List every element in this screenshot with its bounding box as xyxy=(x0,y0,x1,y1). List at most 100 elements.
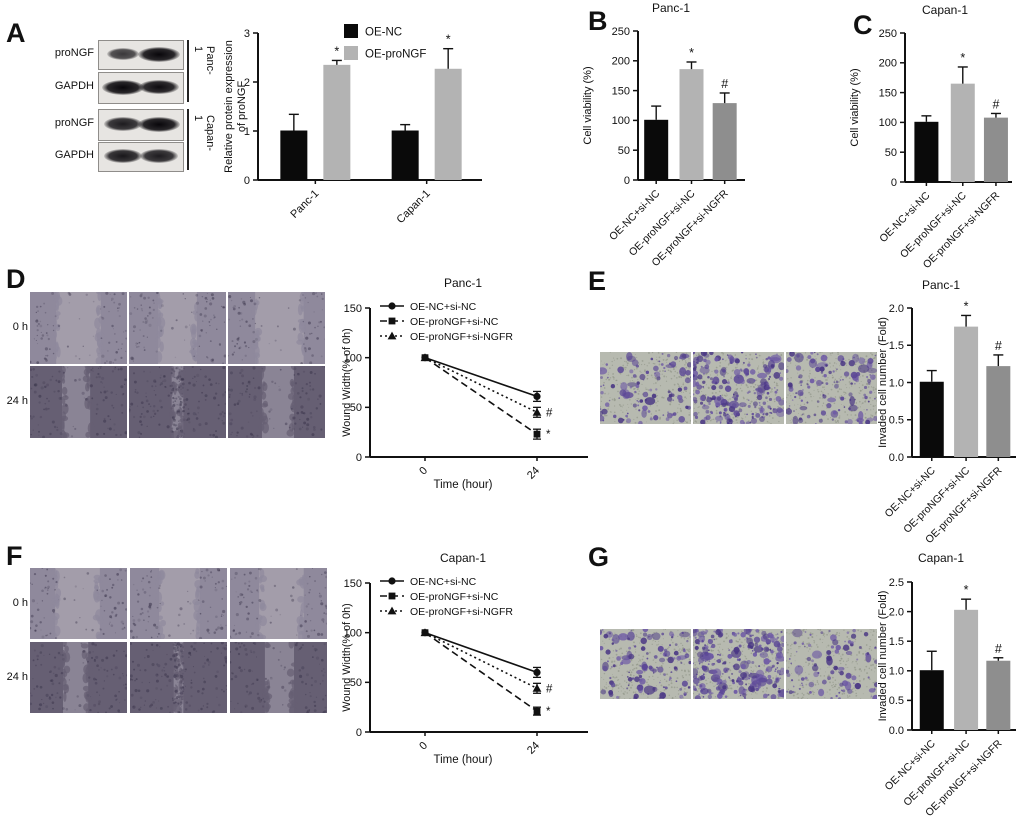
y-axis-label: Wound Width(% of 0h) xyxy=(341,328,353,436)
capan1-invasion-bar-chart: 0.0 0.5 1.0 1.5 2.0 2.5 OE-NC+si-NC * OE-proNGF+… xyxy=(845,548,1020,829)
bar xyxy=(919,670,944,730)
significance-mark: # xyxy=(546,683,553,695)
panc1-wound-line-chart: 0 50 100 150 0 24 * # OE-NC+si-NC OE-proNGF+si-NC… xyxy=(340,275,598,520)
wound-image-F-1-0 xyxy=(30,642,127,713)
transwell-micrograph xyxy=(693,629,784,699)
series-line xyxy=(424,631,538,690)
significance-mark: * xyxy=(546,706,551,718)
invasion-image-E-0 xyxy=(600,352,691,424)
invasion-image-E-2 xyxy=(786,352,877,424)
blot-protein-label: GAPDH xyxy=(54,80,94,92)
x-tick-label: 0 xyxy=(417,740,430,753)
wound-image-D-0-2 xyxy=(228,292,325,364)
y-tick-label: 150 xyxy=(344,303,362,315)
blot-band xyxy=(102,79,144,95)
square-marker xyxy=(388,592,396,600)
legend-label: OE-NC+si-NC xyxy=(410,576,477,588)
blot-protein-label: GAPDH xyxy=(54,149,94,161)
y-tick-label: 2.5 xyxy=(889,577,904,589)
panel-f-letter: F xyxy=(6,541,23,571)
blot-band xyxy=(138,46,180,62)
wound-micrograph xyxy=(129,292,226,364)
y-tick-label: 150 xyxy=(344,578,362,590)
wound-micrograph xyxy=(230,642,327,713)
y-axis-label: Wound Width(% of 0h) xyxy=(341,603,353,711)
circle-marker xyxy=(388,302,396,310)
significance-mark: * xyxy=(964,299,969,313)
y-tick-label: 2.0 xyxy=(889,303,904,315)
x-tick-label: 24 xyxy=(525,740,542,757)
blot-cell-line-label: Panc-1 xyxy=(192,46,216,75)
legend-label: OE-proNGF+si-NGFR xyxy=(410,331,513,343)
y-tick-label: 1.0 xyxy=(889,377,904,389)
bar xyxy=(644,119,669,180)
bar xyxy=(679,69,704,180)
wound-image-D-0-1 xyxy=(129,292,226,364)
y-tick-label: 1.5 xyxy=(889,636,904,648)
y-tick-label: 0 xyxy=(356,727,362,739)
y-tick-label: 100 xyxy=(612,115,630,127)
bar-chart-A: 0 1 2 3 * Panc-1 * Capan-1 OE-NC OE-proNGF Relativ… xyxy=(223,24,482,226)
chart-title: Panc-1 xyxy=(444,276,482,290)
legend-label: OE-proNGF+si-NC xyxy=(410,591,499,603)
wound-image-F-0-2 xyxy=(230,568,327,639)
bar xyxy=(919,381,944,457)
wound-image-D-1-2 xyxy=(228,366,325,438)
transwell-micrograph xyxy=(786,352,877,424)
series-line xyxy=(424,356,538,414)
x-axis-label: Time (hour) xyxy=(434,754,493,766)
triangle-marker xyxy=(387,606,397,615)
y-tick-label: 250 xyxy=(612,26,630,38)
wound-micrograph xyxy=(130,642,227,713)
bar xyxy=(954,326,979,457)
y-tick-label: 0.5 xyxy=(889,415,904,427)
chart-title: Capan-1 xyxy=(440,551,486,565)
wound-image-F-1-1 xyxy=(130,642,227,713)
panel-c-letter: C xyxy=(853,10,873,40)
bar-chart-C: 050100150200250OE-NC+si-NC*OE-proNGF+si-… xyxy=(849,3,1012,271)
y-tick-label: 200 xyxy=(612,56,630,68)
y-tick-label: 50 xyxy=(618,145,630,157)
y-axis-label: Cell viability (%) xyxy=(582,66,594,144)
transwell-micrograph xyxy=(786,629,877,699)
wound-micrograph xyxy=(130,568,227,639)
legend-label: OE-NC xyxy=(365,27,402,39)
bar-chart-B: 050100150200250OE-NC+si-NC*OE-proNGF+si-… xyxy=(582,1,745,269)
blot-band xyxy=(103,148,143,164)
y-tick-label: 1 xyxy=(244,126,250,138)
legend-label: OE-proNGF xyxy=(365,49,426,61)
y-tick-label: 100 xyxy=(344,352,362,364)
y-tick-label: 0 xyxy=(891,177,897,189)
bar-chart-G: 0.00.51.01.52.02.5OE-NC+si-NC*OE-proNGF+… xyxy=(877,551,1016,819)
legend-swatch xyxy=(344,46,358,60)
blot-group-bracket xyxy=(187,109,189,170)
square-marker xyxy=(533,707,541,715)
y-axis-label: Relative protein expression xyxy=(223,40,235,173)
y-axis-label: Invaded cell number (Fold) xyxy=(877,317,889,448)
line-chart-F: 0 50 100 150 0 24 * # OE-NC+si-NC OE-proNGF+si-NC… xyxy=(341,551,588,766)
circle-marker xyxy=(533,392,541,401)
bar xyxy=(914,121,939,182)
y-tick-label: 0 xyxy=(356,452,362,464)
invasion-image-G-0 xyxy=(600,629,691,699)
triangle-marker xyxy=(420,353,430,362)
blot-band xyxy=(106,47,140,61)
series-line xyxy=(424,357,538,435)
y-tick-label: 0.0 xyxy=(889,725,904,737)
y-axis-label: of proNGF xyxy=(236,81,248,133)
blot-strip xyxy=(98,142,184,172)
triangle-marker xyxy=(387,331,397,340)
series-line xyxy=(424,631,538,674)
panc1-viability-bar-chart: 0 50 100 150 200 250 OE-NC+si-NC * OE-proNGF+si-… xyxy=(582,0,758,275)
y-tick-label: 2.0 xyxy=(889,606,904,618)
significance-mark: # xyxy=(995,642,1002,656)
y-tick-label: 3 xyxy=(244,28,250,40)
wound-image-F-1-2 xyxy=(230,642,327,713)
y-tick-label: 50 xyxy=(350,402,362,414)
bar xyxy=(434,68,462,180)
significance-mark: * xyxy=(964,583,969,597)
invasion-image-G-1 xyxy=(693,629,784,699)
wound-micrograph xyxy=(228,366,325,438)
blot-protein-label: proNGF xyxy=(54,117,94,129)
